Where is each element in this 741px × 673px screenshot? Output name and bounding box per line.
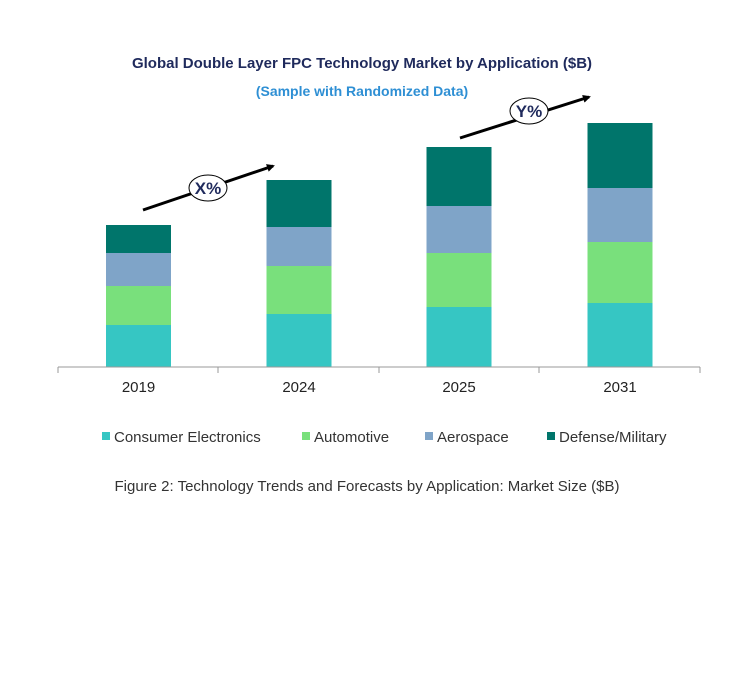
- bar-2024-aerospace: [266, 227, 332, 266]
- x-tick-label: 2025: [442, 379, 475, 396]
- chart-subtitle: (Sample with Randomized Data): [256, 83, 468, 99]
- bar-2031-automotive: [587, 242, 653, 303]
- legend: Consumer Electronics Automotive Aerospace D…: [102, 429, 667, 446]
- legend-swatch: [425, 432, 433, 440]
- legend-swatch: [547, 432, 555, 440]
- cagr-label: X%: [195, 179, 221, 198]
- legend-label: Consumer Electronics: [114, 429, 261, 446]
- chart-title: Global Double Layer FPC Technology Marke…: [132, 55, 592, 72]
- legend-swatch: [302, 432, 310, 440]
- x-axis: 2019 2024 2025 2031: [57, 366, 701, 396]
- cagr-bubble: [188, 174, 228, 202]
- bar-2024-consumer-electronics: [266, 314, 332, 367]
- legend-label: Aerospace: [437, 429, 509, 446]
- figure-caption: Figure 2: Technology Trends and Forecast…: [115, 478, 620, 495]
- cagr-label: Y%: [516, 102, 542, 121]
- bar-2031-defense-military: [587, 123, 653, 188]
- bar-2019-automotive: [106, 286, 171, 325]
- bar-2024-defense-military: [266, 180, 332, 227]
- x-tick-label: 2031: [603, 379, 636, 396]
- bar-2031-consumer-electronics: [587, 303, 653, 367]
- bars-group: [106, 123, 653, 367]
- bar-2025-defense-military: [426, 147, 492, 206]
- bar-2025-consumer-electronics: [426, 307, 492, 367]
- bar-2019-consumer-electronics: [106, 325, 171, 367]
- bar-2024-automotive: [266, 266, 332, 314]
- bar-2025-automotive: [426, 253, 492, 307]
- x-tick-label: 2019: [122, 379, 155, 396]
- legend-label: Automotive: [314, 429, 389, 446]
- legend-label: Defense/Military: [559, 429, 667, 446]
- x-tick-label: 2024: [282, 379, 315, 396]
- bar-2019-defense-military: [106, 225, 171, 253]
- bar-2031-aerospace: [587, 188, 653, 242]
- cagr-bubble: [509, 97, 549, 125]
- bar-2025-aerospace: [426, 206, 492, 253]
- bar-2019-aerospace: [106, 253, 171, 286]
- legend-swatch: [102, 432, 110, 440]
- annotations: X% Y%: [142, 95, 591, 212]
